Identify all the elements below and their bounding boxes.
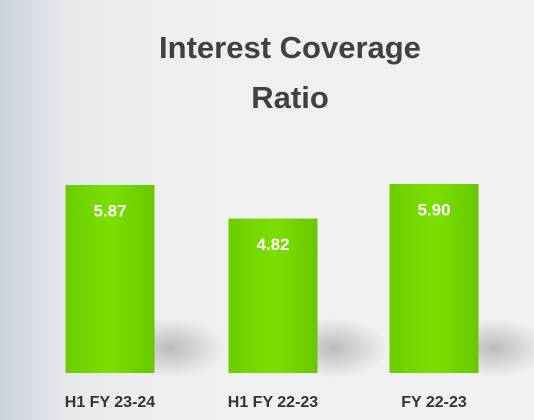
chart: Interest CoverageRatio 5.87H1 FY 23-244.… <box>0 0 534 420</box>
x-tick-label: FY 22-23 <box>401 394 467 411</box>
x-tick-label: H1 FY 22-23 <box>228 394 319 411</box>
value-label: 5.87 <box>93 201 126 220</box>
value-label: 5.90 <box>417 200 450 219</box>
x-tick-label: H1 FY 23-24 <box>65 394 156 411</box>
value-label: 4.82 <box>256 235 289 254</box>
